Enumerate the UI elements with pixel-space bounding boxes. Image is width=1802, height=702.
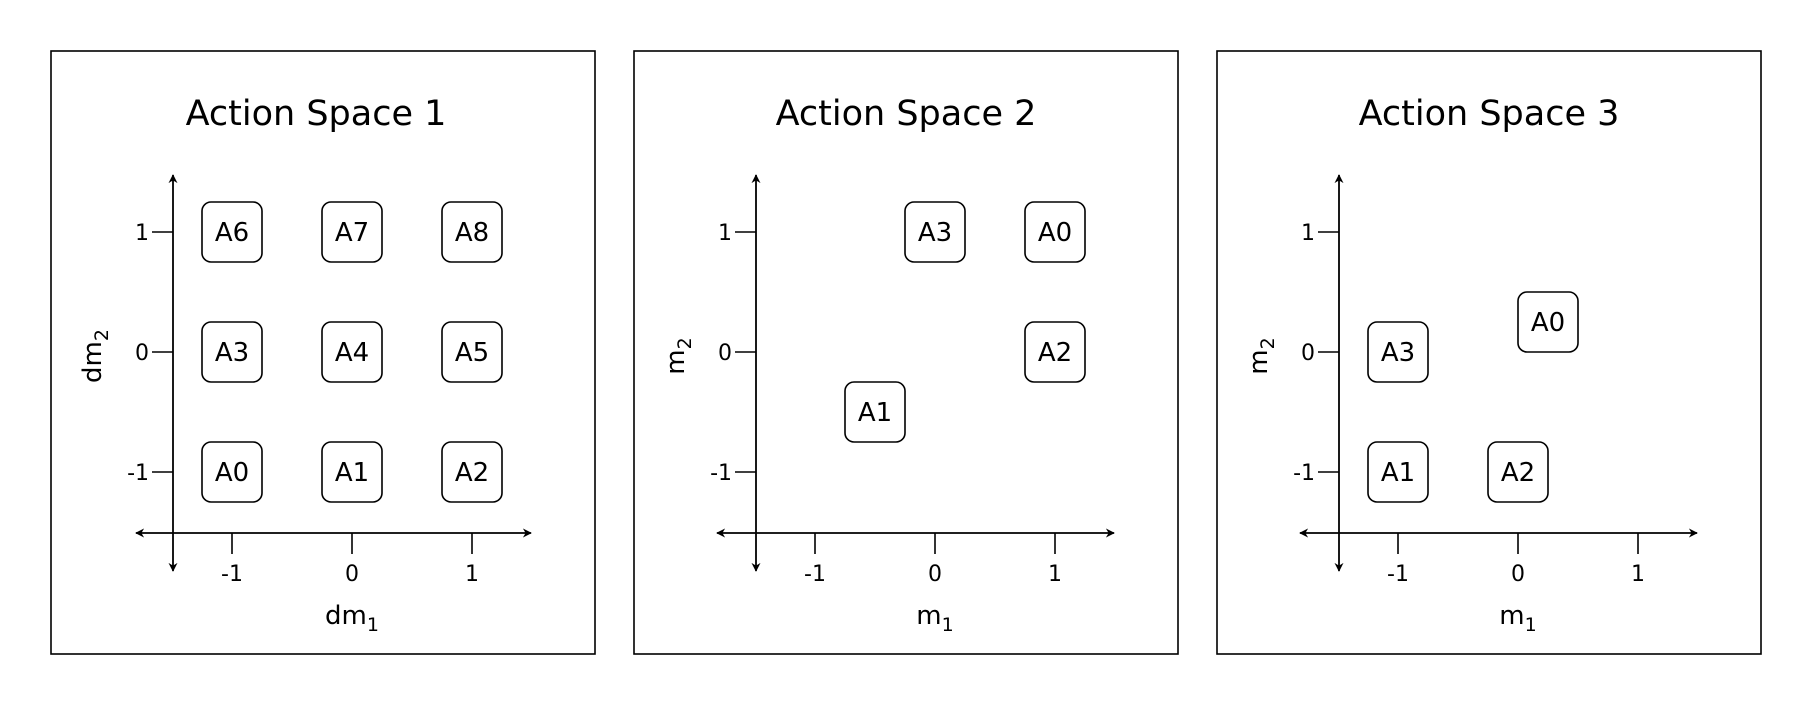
- x-ticks: -1 0 1: [1387, 533, 1645, 587]
- action-label: A7: [335, 218, 369, 248]
- x-ticks: -1 0 1: [221, 533, 479, 587]
- y-tick-label: 1: [135, 221, 149, 246]
- action-box: [1487, 441, 1549, 503]
- action-node-a4: A4: [321, 321, 383, 383]
- action-label: A3: [215, 338, 249, 368]
- y-tick-label: 0: [1301, 341, 1315, 366]
- y-tick-label: 0: [718, 341, 732, 366]
- action-label: A2: [455, 458, 489, 488]
- action-label: A3: [918, 218, 952, 248]
- y-axis-label: m2: [661, 337, 696, 374]
- action-node-a2: A2: [1024, 321, 1086, 383]
- action-label: A2: [1038, 338, 1072, 368]
- x-tick-label: 0: [1511, 562, 1525, 587]
- action-box: [321, 321, 383, 383]
- panel-title: Action Space 1: [186, 94, 447, 134]
- action-box: [1367, 321, 1429, 383]
- action-node-a1: A1: [844, 381, 906, 443]
- y-ticks: 1 0 -1: [127, 221, 173, 486]
- x-tick-label: 1: [1631, 562, 1645, 587]
- y-tick-label: 0: [135, 341, 149, 366]
- action-node-a2: A2: [1487, 441, 1549, 503]
- y-tick-label: -1: [127, 461, 149, 486]
- y-tick-label: 1: [718, 221, 732, 246]
- action-node-a1: A1: [321, 441, 383, 503]
- action-nodes: A6 A7 A8 A3 A4 A5 A0 A1 A2: [201, 201, 503, 503]
- action-box: [1367, 441, 1429, 503]
- action-label: A6: [215, 218, 249, 248]
- action-label: A0: [215, 458, 249, 488]
- action-label: A8: [455, 218, 489, 248]
- action-node-a0: A0: [1517, 291, 1579, 353]
- action-node-a0: A0: [201, 441, 263, 503]
- action-node-a2: A2: [441, 441, 503, 503]
- action-label: A1: [335, 458, 369, 488]
- action-node-a6: A6: [201, 201, 263, 263]
- action-nodes: A3 A0 A2 A1: [844, 201, 1086, 443]
- action-box: [1024, 321, 1086, 383]
- action-box: [441, 321, 503, 383]
- action-node-a8: A8: [441, 201, 503, 263]
- action-box: [321, 441, 383, 503]
- action-label: A5: [455, 338, 489, 368]
- x-tick-label: -1: [804, 562, 826, 587]
- panel-action-space-2: Action Space 2 -1 0 1 1 0 -1 A3 A0 A2 A1 m1 m2: [633, 50, 1179, 655]
- x-tick-label: -1: [221, 562, 243, 587]
- action-box: [201, 321, 263, 383]
- panel-title: Action Space 2: [776, 94, 1037, 134]
- panel-frame: [633, 50, 1179, 655]
- y-tick-label: -1: [1293, 461, 1315, 486]
- panel-frame: [1216, 50, 1762, 655]
- action-box: [1024, 201, 1086, 263]
- action-box: [321, 201, 383, 263]
- x-tick-label: 1: [465, 562, 479, 587]
- action-node-a3: A3: [201, 321, 263, 383]
- y-axis-label: dm2: [78, 329, 113, 383]
- action-box: [201, 201, 263, 263]
- x-tick-label: 0: [345, 562, 359, 587]
- x-tick-label: 0: [928, 562, 942, 587]
- x-axis-label: m1: [1499, 601, 1536, 636]
- y-axis-label: m2: [1244, 337, 1279, 374]
- action-node-a7: A7: [321, 201, 383, 263]
- x-tick-label: -1: [1387, 562, 1409, 587]
- action-label: A1: [1381, 458, 1415, 488]
- action-node-a3: A3: [904, 201, 966, 263]
- action-box: [1517, 291, 1579, 353]
- panel-title: Action Space 3: [1359, 94, 1620, 134]
- action-nodes: A0 A3 A1 A2: [1367, 291, 1579, 503]
- y-tick-label: 1: [1301, 221, 1315, 246]
- action-box: [904, 201, 966, 263]
- action-node-a3: A3: [1367, 321, 1429, 383]
- action-box: [201, 441, 263, 503]
- y-ticks: 1 0 -1: [710, 221, 756, 486]
- action-label: A0: [1531, 308, 1565, 338]
- action-node-a1: A1: [1367, 441, 1429, 503]
- action-label: A3: [1381, 338, 1415, 368]
- action-node-a5: A5: [441, 321, 503, 383]
- x-axis-label: m1: [916, 601, 953, 636]
- action-box: [441, 201, 503, 263]
- x-tick-label: 1: [1048, 562, 1062, 587]
- action-node-a0: A0: [1024, 201, 1086, 263]
- action-box: [441, 441, 503, 503]
- action-label: A4: [335, 338, 369, 368]
- panel-action-space-3: Action Space 3 -1 0 1 1 0 -1 A0 A3 A1 A2 m1 m2: [1216, 50, 1762, 655]
- y-ticks: 1 0 -1: [1293, 221, 1339, 486]
- x-ticks: -1 0 1: [804, 533, 1062, 587]
- y-tick-label: -1: [710, 461, 732, 486]
- x-axis-label: dm1: [325, 601, 379, 636]
- action-label: A0: [1038, 218, 1072, 248]
- action-box: [844, 381, 906, 443]
- action-label: A1: [858, 398, 892, 428]
- action-label: A2: [1501, 458, 1535, 488]
